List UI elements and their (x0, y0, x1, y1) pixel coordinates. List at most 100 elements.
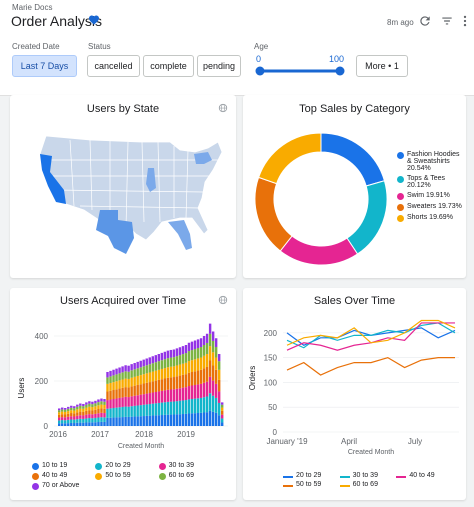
bar-segment[interactable] (178, 375, 182, 389)
bar-segment[interactable] (64, 409, 67, 412)
bar-segment[interactable] (127, 387, 130, 398)
bar-segment[interactable] (130, 416, 133, 426)
bar-segment[interactable] (64, 414, 67, 418)
bar-segment[interactable] (217, 361, 221, 370)
bar-segment[interactable] (118, 417, 121, 426)
bar-segment[interactable] (106, 391, 109, 401)
legend-item[interactable]: Swim 19.91% (397, 192, 463, 200)
bar-segment[interactable] (133, 376, 136, 386)
bar-segment[interactable] (124, 365, 127, 372)
bar-segment[interactable] (187, 372, 191, 387)
bar-segment[interactable] (100, 398, 103, 402)
bar-segment[interactable] (97, 405, 100, 410)
bar-segment[interactable] (142, 416, 145, 426)
bar-segment[interactable] (163, 378, 167, 391)
bar-segment[interactable] (178, 355, 182, 365)
bar-segment[interactable] (121, 406, 124, 418)
bar-segment[interactable] (58, 420, 61, 424)
bar-segment[interactable] (184, 353, 188, 363)
donut-slice[interactable] (258, 132, 322, 185)
bar-segment[interactable] (217, 402, 221, 416)
series-line[interactable] (286, 357, 455, 376)
bar-segment[interactable] (208, 410, 212, 426)
legend-item[interactable]: 40 to 49 (32, 472, 95, 480)
bar-segment[interactable] (70, 407, 73, 411)
bar-segment[interactable] (64, 411, 67, 415)
bar-segment[interactable] (118, 407, 121, 418)
bar-segment[interactable] (76, 409, 79, 413)
bar-segment[interactable] (115, 407, 118, 418)
bar-segment[interactable] (79, 408, 82, 412)
bar-segment[interactable] (202, 345, 206, 356)
bar-segment[interactable] (196, 348, 200, 359)
bar-segment[interactable] (136, 395, 139, 406)
bar-segment[interactable] (199, 383, 203, 398)
bar-segment[interactable] (79, 403, 82, 406)
bar-segment[interactable] (85, 404, 88, 408)
bar-segment[interactable] (205, 342, 209, 355)
bar-segment[interactable] (64, 417, 67, 421)
bar-segment[interactable] (106, 377, 109, 384)
bar-segment[interactable] (67, 406, 70, 409)
bar-segment[interactable] (100, 421, 103, 426)
bar-segment[interactable] (124, 396, 127, 407)
bar-segment[interactable] (145, 415, 148, 426)
status-complete-button[interactable]: complete (143, 55, 194, 77)
bar-segment[interactable] (220, 414, 224, 419)
bar-segment[interactable] (166, 358, 170, 368)
bar-segment[interactable] (124, 416, 127, 426)
bar-segment[interactable] (214, 357, 218, 370)
bar-segment[interactable] (58, 410, 61, 413)
bar-segment[interactable] (79, 422, 82, 426)
bar-segment[interactable] (187, 342, 191, 352)
bar-segment[interactable] (175, 348, 179, 357)
bar-segment[interactable] (175, 414, 179, 426)
bar-segment[interactable] (130, 364, 133, 371)
bar-segment[interactable] (118, 397, 121, 408)
bar-segment[interactable] (73, 406, 76, 409)
bar-segment[interactable] (172, 389, 176, 402)
line-chart[interactable]: 0 50 100 150 200 Orders January '19 April July Cr… (243, 308, 466, 458)
bar-segment[interactable] (145, 404, 148, 416)
bar-segment[interactable] (115, 398, 118, 408)
bar-segment[interactable] (208, 346, 212, 361)
bar-segment[interactable] (118, 367, 121, 374)
bar-segment[interactable] (103, 417, 106, 422)
bar-segment[interactable] (82, 403, 85, 407)
bar-segment[interactable] (172, 414, 176, 426)
created-date-button[interactable]: Last 7 Days (12, 55, 77, 77)
bar-segment[interactable] (193, 359, 197, 372)
bar-segment[interactable] (106, 400, 109, 409)
bar-segment[interactable] (91, 410, 94, 415)
state-illinois[interactable] (146, 168, 156, 192)
bar-segment[interactable] (91, 418, 94, 423)
bar-segment[interactable] (175, 365, 179, 377)
bar-segment[interactable] (154, 370, 157, 381)
bar-segment[interactable] (190, 399, 194, 414)
bar-segment[interactable] (196, 384, 200, 399)
bar-segment[interactable] (67, 419, 70, 424)
bar-segment[interactable] (184, 400, 188, 414)
bar-segment[interactable] (100, 412, 103, 418)
legend-item[interactable]: 70 or Above (32, 482, 95, 490)
bar-segment[interactable] (187, 361, 191, 373)
globe-icon[interactable] (218, 103, 228, 113)
bar-segment[interactable] (79, 415, 82, 419)
bar-segment[interactable] (151, 415, 154, 426)
bar-segment[interactable] (109, 399, 112, 409)
bar-segment[interactable] (133, 363, 136, 370)
bar-segment[interactable] (166, 367, 170, 378)
bar-segment[interactable] (169, 414, 173, 426)
bar-segment[interactable] (121, 379, 124, 388)
state-florida[interactable] (168, 220, 192, 250)
bar-segment[interactable] (193, 349, 197, 360)
bar-segment[interactable] (175, 376, 179, 389)
bar-segment[interactable] (88, 418, 91, 423)
bar-segment[interactable] (103, 404, 106, 409)
bar-segment[interactable] (76, 422, 79, 426)
bar-segment[interactable] (160, 368, 164, 380)
bar-segment[interactable] (157, 354, 161, 362)
bar-segment[interactable] (94, 406, 97, 410)
bar-segment[interactable] (217, 391, 221, 403)
bar-segment[interactable] (148, 357, 151, 365)
